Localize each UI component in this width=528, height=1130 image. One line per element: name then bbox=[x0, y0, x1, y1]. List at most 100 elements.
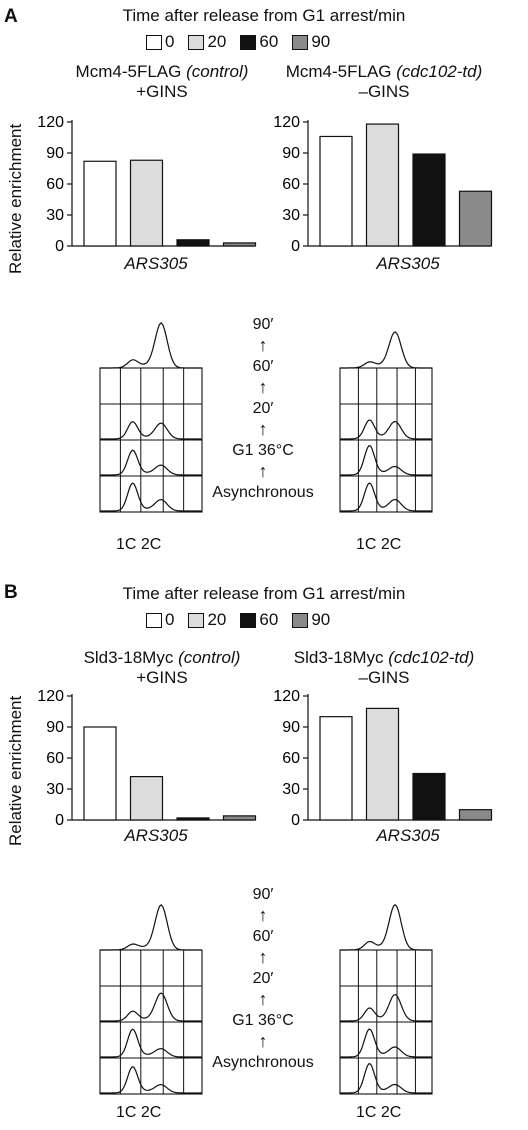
bar-0-min bbox=[83, 160, 117, 247]
dna-histogram bbox=[100, 1065, 202, 1094]
bar-chart-a-left: 0 30 60 90 120 bbox=[37, 114, 257, 255]
panel-label-a: A bbox=[4, 6, 18, 27]
timeline-label: G1 36°C bbox=[232, 1012, 294, 1029]
dna-histogram bbox=[100, 904, 202, 951]
x-axis-label: ARS305 bbox=[376, 826, 440, 845]
y-tick-label: 120 bbox=[37, 688, 64, 705]
legend-item: 90 bbox=[292, 32, 330, 52]
bar-90-min bbox=[222, 815, 257, 821]
dna-histogram bbox=[340, 419, 432, 440]
legend-swatch bbox=[292, 34, 309, 50]
bar-chart-b-left: 0 30 60 90 120 bbox=[37, 688, 257, 829]
legend-item: 0 bbox=[146, 610, 174, 630]
dna-histogram bbox=[100, 482, 202, 512]
timeline-label: 60′ bbox=[252, 928, 274, 945]
timeline-label: 20′ bbox=[252, 400, 274, 417]
flow-cytometry-a-left bbox=[99, 322, 203, 513]
bar-90-min bbox=[458, 809, 493, 821]
legend-title-a: Time after release from G1 arrest/min bbox=[122, 6, 406, 25]
flow-cytometry-b-left bbox=[99, 904, 203, 1095]
bar-0-min bbox=[83, 726, 117, 821]
legend-title-b: Time after release from G1 arrest/min bbox=[122, 584, 406, 603]
legend-a: 0 20 60 90 bbox=[146, 32, 344, 52]
up-arrow-icon: ↑ bbox=[258, 335, 268, 355]
dna-histogram bbox=[100, 421, 202, 440]
bar-20-min bbox=[365, 123, 400, 247]
timeline-label: 90′ bbox=[252, 886, 274, 903]
bar-60-min bbox=[176, 239, 210, 247]
dna-histogram bbox=[340, 331, 432, 369]
dna-histogram bbox=[340, 444, 432, 476]
legend-swatch bbox=[146, 612, 162, 628]
y-tick-label: 120 bbox=[37, 114, 64, 131]
legend-item: 60 bbox=[240, 610, 278, 630]
timeline-b: 90′ ↑ 60′ ↑ 20′ ↑ G1 36°C ↑ Asynchronous bbox=[208, 884, 318, 1074]
legend-item: 0 bbox=[146, 32, 174, 52]
y-tick-label: 30 bbox=[46, 207, 64, 224]
legend-swatch bbox=[188, 612, 205, 628]
x-axis-label: ARS305 bbox=[124, 826, 188, 845]
bar-90-min bbox=[458, 190, 493, 247]
y-tick-label: 0 bbox=[291, 812, 300, 829]
bar-chart-a-right: 0 30 60 90 120 bbox=[273, 114, 493, 255]
dna-histogram bbox=[340, 1062, 432, 1094]
up-arrow-icon: ↑ bbox=[258, 419, 268, 439]
y-tick-label: 120 bbox=[273, 688, 300, 705]
legend-item: 20 bbox=[188, 32, 226, 52]
bar-20-min bbox=[129, 159, 164, 247]
timeline-label: G1 36°C bbox=[232, 442, 294, 459]
bar-90-min bbox=[222, 242, 257, 247]
dna-content-label: 1C 2C bbox=[116, 1104, 162, 1121]
x-axis-label: ARS305 bbox=[124, 254, 188, 273]
chart-title-b-right: Sld3-18Myc (cdc102-td) –GINS bbox=[293, 648, 475, 687]
flow-cytometry-b-right bbox=[339, 903, 433, 1095]
bar-60-min bbox=[412, 153, 446, 247]
timeline-label: 90′ bbox=[252, 316, 274, 333]
legend-swatch bbox=[146, 34, 162, 50]
y-tick-label: 90 bbox=[282, 719, 300, 736]
y-axis-label: Relative enrichment bbox=[6, 695, 25, 846]
bar-60-min bbox=[412, 772, 446, 821]
y-tick-label: 90 bbox=[282, 145, 300, 162]
y-tick-label: 30 bbox=[282, 781, 300, 798]
y-tick-label: 90 bbox=[46, 719, 64, 736]
chart-title-b-left: Sld3-18Myc (control) +GINS bbox=[83, 648, 241, 687]
y-tick-label: 60 bbox=[282, 750, 300, 767]
y-tick-label: 0 bbox=[55, 238, 64, 255]
dna-histogram bbox=[100, 322, 202, 369]
bar-chart-b-right: 0 30 60 90 120 bbox=[273, 688, 493, 829]
up-arrow-icon: ↑ bbox=[258, 1031, 268, 1051]
up-arrow-icon: ↑ bbox=[258, 905, 268, 925]
legend-item: 20 bbox=[188, 610, 226, 630]
bar-20-min bbox=[365, 707, 400, 821]
chart-title-a-right: Mcm4-5FLAG (cdc102-td) –GINS bbox=[285, 62, 483, 101]
y-tick-label: 30 bbox=[282, 207, 300, 224]
timeline-label: Asynchronous bbox=[212, 1054, 314, 1071]
legend-swatch bbox=[188, 34, 205, 50]
dna-histogram bbox=[100, 449, 202, 476]
bar-0-min bbox=[319, 135, 353, 247]
bar-0-min bbox=[319, 716, 353, 821]
dna-content-label: 1C 2C bbox=[356, 536, 402, 553]
timeline-label: Asynchronous bbox=[212, 484, 314, 501]
flow-cytometry-a-right bbox=[339, 331, 433, 513]
panel-label-b: B bbox=[4, 582, 18, 603]
y-tick-label: 0 bbox=[291, 238, 300, 255]
legend-item: 90 bbox=[292, 610, 330, 630]
dna-histogram bbox=[340, 482, 432, 512]
legend-swatch bbox=[240, 34, 257, 50]
y-tick-label: 60 bbox=[282, 176, 300, 193]
y-tick-label: 120 bbox=[273, 114, 300, 131]
x-axis-label: ARS305 bbox=[376, 254, 440, 273]
bar-20-min bbox=[129, 775, 164, 821]
up-arrow-icon: ↑ bbox=[258, 461, 268, 481]
y-tick-label: 90 bbox=[46, 145, 64, 162]
bar-60-min bbox=[176, 817, 210, 821]
timeline-a: 90′ ↑ 60′ ↑ 20′ ↑ G1 36°C ↑ Asynchronous bbox=[208, 314, 318, 504]
y-tick-label: 0 bbox=[55, 812, 64, 829]
timeline-label: 20′ bbox=[252, 970, 274, 987]
legend-swatch bbox=[292, 612, 309, 628]
up-arrow-icon: ↑ bbox=[258, 947, 268, 967]
dna-histogram bbox=[340, 1028, 432, 1058]
up-arrow-icon: ↑ bbox=[258, 377, 268, 397]
